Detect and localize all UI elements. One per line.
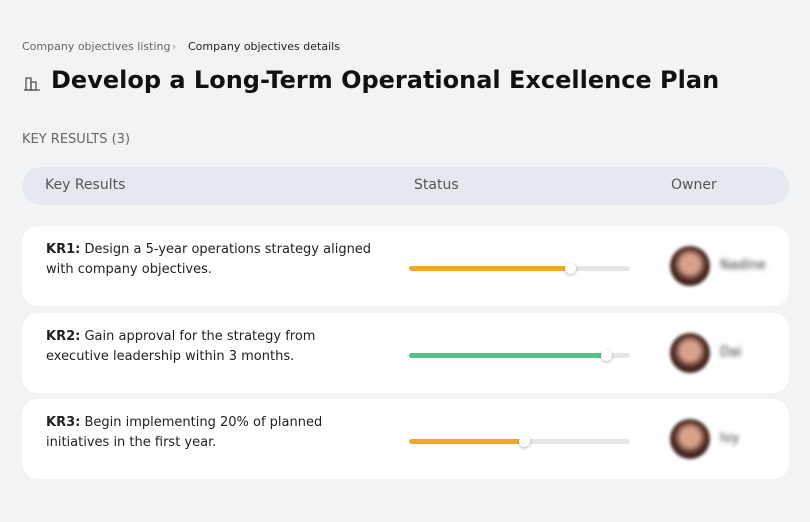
key-result-description: Gain approval for the strategy from exec… xyxy=(46,329,316,364)
table-header xyxy=(22,167,789,205)
progress-fill xyxy=(409,439,524,444)
progress-knob xyxy=(518,436,530,447)
key-result-description: Design a 5-year operations strategy alig… xyxy=(46,242,372,277)
progress-fill xyxy=(409,353,606,358)
owner-name: Dai xyxy=(720,345,742,360)
key-result-text: KR3: Begin implementing 20% of planned i… xyxy=(46,413,376,453)
column-header: Owner xyxy=(671,177,717,193)
key-result-text: KR2: Gain approval for the strategy from… xyxy=(46,327,376,367)
owner-name: Ivy xyxy=(720,431,740,446)
key-result-description: Begin implementing 20% of planned initia… xyxy=(46,415,323,450)
breadcrumb-separator: › xyxy=(172,40,177,53)
section-label: KEY RESULTS (3) xyxy=(22,132,131,147)
column-header: Key Results xyxy=(45,177,126,193)
breadcrumb-current: Company objectives details xyxy=(188,40,340,53)
column-header: Status xyxy=(414,177,459,193)
key-result-card: KR1: Design a 5-year operations strategy… xyxy=(22,226,789,306)
key-result-card: KR2: Gain approval for the strategy from… xyxy=(22,313,789,393)
progress-track xyxy=(409,263,630,274)
breadcrumb-link[interactable]: Company objectives listing xyxy=(22,40,171,53)
owner-avatar xyxy=(670,419,710,459)
key-result-id: KR3: xyxy=(46,415,81,430)
key-result-id: KR2: xyxy=(46,329,81,344)
progress-track xyxy=(409,350,630,361)
progress-fill xyxy=(409,266,571,271)
owner-avatar xyxy=(670,333,710,373)
owner-avatar xyxy=(670,246,710,286)
owner-name: Nadine xyxy=(720,258,766,273)
page-title: Develop a Long-Term Operational Excellen… xyxy=(51,66,720,94)
title-icon xyxy=(24,77,40,91)
key-result-id: KR1: xyxy=(46,242,81,257)
key-result-text: KR1: Design a 5-year operations strategy… xyxy=(46,240,376,280)
key-result-card: KR3: Begin implementing 20% of planned i… xyxy=(22,399,789,479)
progress-knob xyxy=(565,263,577,274)
progress-knob xyxy=(600,350,612,361)
progress-track xyxy=(409,436,630,447)
